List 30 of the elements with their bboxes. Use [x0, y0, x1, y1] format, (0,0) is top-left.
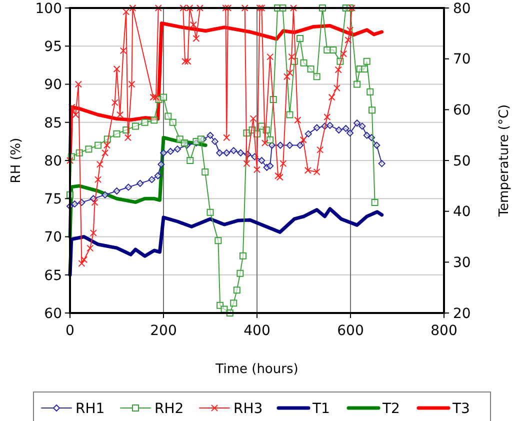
y-axis-title: RH (%): [9, 138, 24, 184]
x-axis-title: Time (hours): [214, 362, 298, 377]
y-tick-label: 60: [44, 306, 62, 322]
legend-label: RH2: [154, 400, 184, 417]
y2-tick-label: 20: [453, 306, 471, 322]
y2-axis-title: Temperature (°C): [497, 104, 512, 218]
y-tick-label: 85: [44, 115, 62, 132]
y2-tick-label: 60: [453, 102, 471, 119]
y-tick-label: 100: [35, 0, 62, 17]
legend-label: RH1: [76, 400, 105, 417]
x-tick-label: 800: [430, 323, 458, 339]
legend-label: T2: [382, 400, 400, 417]
x-tick-label: 400: [244, 323, 270, 339]
legend-label: RH3: [234, 400, 263, 417]
y2-tick-label: 50: [453, 153, 471, 170]
y-tick-label: 75: [44, 192, 62, 208]
y-tick-label: 95: [44, 39, 62, 56]
y2-tick-label: 40: [453, 204, 471, 220]
y2-tick-label: 70: [453, 52, 471, 68]
y2-tick-label: 30: [453, 255, 471, 272]
y2-tick-label: 80: [453, 0, 471, 17]
legend-label: T1: [312, 400, 330, 417]
x-tick-label: 600: [337, 323, 364, 339]
y-tick-label: 90: [44, 77, 62, 94]
x-tick-label: 200: [150, 323, 177, 339]
x-tick-label: 0: [66, 323, 74, 339]
legend-label: T3: [452, 400, 470, 417]
y-tick-label: 70: [44, 230, 62, 246]
y-tick-label: 65: [44, 268, 62, 284]
y-tick-label: 80: [44, 153, 62, 170]
